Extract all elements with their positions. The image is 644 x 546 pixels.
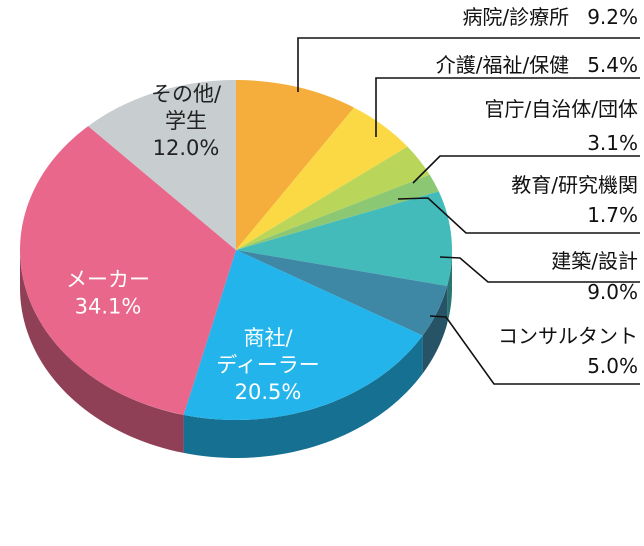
pie-slice-3: [236, 174, 439, 250]
slice-value-8: 12.0%: [153, 136, 220, 160]
pie-side-slice-7: [20, 250, 184, 453]
leader-line-2: [412, 155, 640, 184]
pie-side-group: [20, 250, 452, 458]
slice-category-4: 建築/設計: [551, 249, 638, 273]
slice-category-line-8-0: その他/: [151, 82, 222, 106]
slice-value-6: 20.5%: [235, 380, 302, 404]
slice-category-line-7-0: メーカー: [66, 268, 150, 292]
label-group: 病院/診療所 9.2% 介護/福祉/保健 5.4% 官庁/自治体/団体 3.1% 教育/研究…: [66, 5, 638, 404]
pie-slice-7: [20, 126, 236, 415]
pie-slice-1: [236, 107, 408, 251]
leader-line-5: [429, 315, 640, 385]
leader-line-group: [297, 37, 640, 385]
slice-category-2: 官庁/自治体/団体: [485, 97, 638, 121]
slice-category-1: 介護/福祉/保健: [436, 53, 569, 77]
slice-category-line-8-1: 学生: [165, 109, 207, 133]
pie-side-slice-5: [422, 286, 448, 374]
pie-slice-6: [183, 250, 423, 420]
pie-slice-4: [236, 191, 453, 287]
pie-top-group: [20, 80, 453, 420]
slice-label-0: 病院/診療所 9.2%: [462, 5, 638, 29]
slice-value-3: 1.7%: [587, 203, 638, 227]
leader-line-1: [375, 77, 640, 137]
pie-slice-8: [88, 80, 236, 250]
slice-value-4: 9.0%: [587, 280, 638, 304]
slice-value-5: 5.0%: [587, 354, 638, 378]
leader-line-3: [397, 197, 640, 234]
slice-value-1: 5.4%: [587, 53, 638, 77]
pie-slice-5: [236, 250, 448, 336]
slice-value-7: 34.1%: [75, 295, 142, 319]
slice-category-3: 教育/研究機関: [511, 173, 638, 197]
pie-side-slice-6: [183, 335, 423, 458]
slice-value-2: 3.1%: [587, 131, 638, 155]
slice-value-0: 9.2%: [587, 5, 638, 29]
slice-category-line-6-1: ディーラー: [216, 353, 320, 377]
slice-category-5: コンサルタント: [498, 324, 638, 348]
leader-line-0: [297, 37, 640, 92]
pie-slice-0: [236, 80, 355, 250]
slice-category-0: 病院/診療所: [462, 5, 569, 29]
pie-slice-2: [236, 146, 430, 250]
slice-category-line-6-0: 商社/: [243, 326, 293, 350]
slice-label-1: 介護/福祉/保健 5.4%: [436, 53, 638, 77]
pie-side-slice-4: [447, 250, 452, 325]
leader-line-4: [439, 256, 640, 283]
